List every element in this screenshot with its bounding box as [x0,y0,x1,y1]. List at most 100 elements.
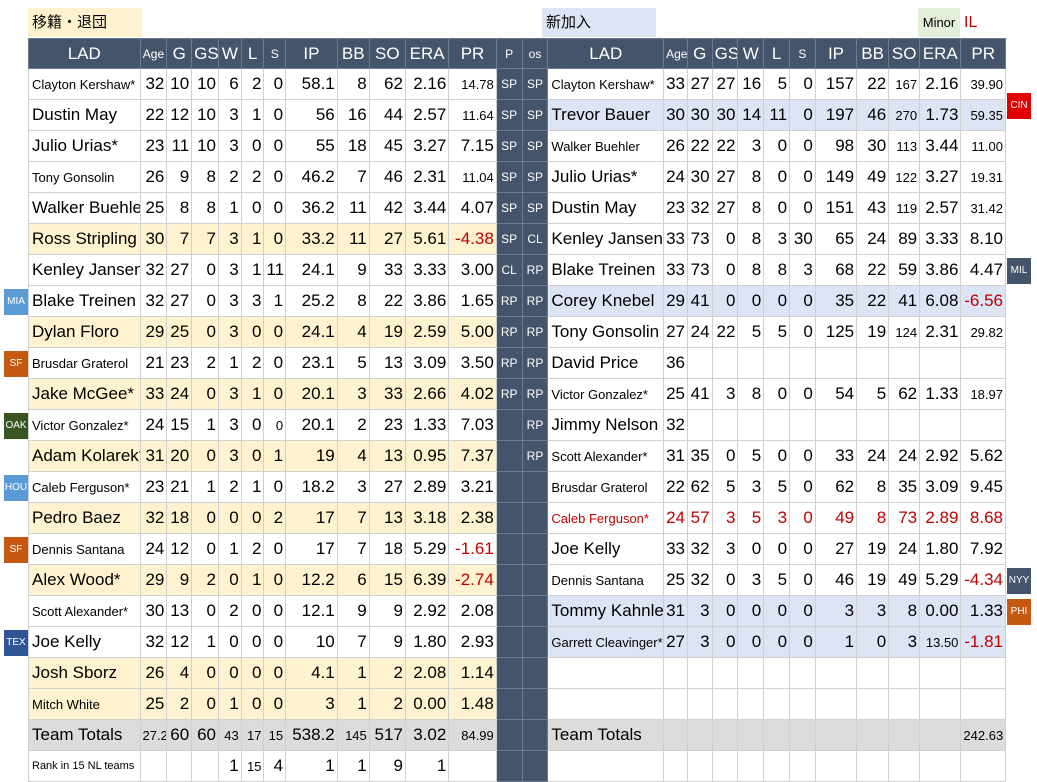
left-era: 5.29 [404,533,450,565]
right-gs: 27 [711,161,739,193]
right-g: 73 [686,223,713,255]
left-bb: 9 [336,254,370,286]
header-right-pr: PR [960,38,1006,69]
left-w: 3 [218,409,242,441]
left-era: 3.33 [404,254,450,286]
right-g [686,657,713,689]
left-l: 0 [240,657,265,689]
table-row: Caleb Ferguson* 23 21 1 2 1 0 18.2 3 27 2.89 3.21 Br… [28,471,1006,503]
left-so: 2 [368,688,406,720]
right-g: 35 [686,440,713,472]
left-w: 2 [218,595,242,627]
left-l: 0 [240,595,265,627]
right-bb: 30 [856,130,890,162]
left-era: 0.95 [404,440,450,472]
right-name: Blake Treinen [547,254,665,286]
right-pr: 9.45 [960,471,1006,503]
left-w: 3 [218,285,242,317]
left-age: 25 [139,688,168,720]
right-g: 24 [686,316,713,348]
right-era [919,688,962,720]
os-position-cell [521,657,549,689]
side-tag-oak-text: OAK [5,420,27,431]
position-cell [495,688,523,720]
right-w: 5 [737,502,765,534]
left-name: Mitch White [28,688,141,720]
position-cell: SP [495,223,523,255]
left-l: 1 [240,471,265,503]
right-g: 32 [686,533,713,565]
table-row: Adam Kolarek* 31 20 0 3 0 1 19 4 13 0.95 7.37 RP Scot… [28,440,1006,472]
right-s: 30 [789,223,816,255]
side-tag-phi-text: PHI [1010,606,1028,617]
right-name [547,688,665,720]
header-left-w: W [218,38,242,69]
right-gs: 27 [711,68,739,100]
left-ip: 20.1 [285,409,338,441]
side-tag-sf-text: SF [9,358,23,369]
left-g: 10 [166,68,193,100]
left-bb: 1 [336,688,370,720]
right-s: 0 [789,440,816,472]
left-age: 23 [139,130,168,162]
right-ip: 65 [814,223,858,255]
table-row: Julio Urias* 23 11 10 3 0 0 55 18 45 3.27 7.15 SP SP W… [28,130,1006,162]
right-s: 0 [789,68,816,100]
left-name: Josh Sborz [28,657,141,689]
left-s: 0 [263,657,287,689]
left-gs: 1 [191,626,219,658]
side-tag-phi: PHI [1007,599,1031,625]
right-age: 27 [663,316,688,348]
right-gs: 22 [711,130,739,162]
left-ip: 33.2 [285,223,338,255]
right-so: 167 [888,68,921,100]
right-age: 36 [663,347,688,379]
right-pr: 8.10 [960,223,1006,255]
right-w: 3 [737,564,765,596]
right-name [547,657,665,689]
totals-right-bb [856,719,890,751]
left-era: 3.18 [404,502,450,534]
header-left-gs: GS [191,38,219,69]
rank-left-w: 1 [218,750,242,782]
position-cell [495,595,523,627]
left-bb: 5 [336,347,370,379]
left-age: 30 [139,223,168,255]
right-bb [856,688,890,720]
header-right-l: L [763,38,791,69]
left-era: 3.09 [404,347,450,379]
rank-right-w [737,750,765,782]
position-cell: SP [495,161,523,193]
left-so: 13 [368,502,406,534]
right-so: 89 [888,223,921,255]
side-tag-mil: MIL [1007,258,1031,284]
os-position-cell: RP [521,409,549,441]
os-position-cell [521,564,549,596]
left-w: 3 [218,99,242,131]
left-s: 0 [263,626,287,658]
left-l: 0 [240,130,265,162]
rank-left-name: Rank in 15 NL teams [28,750,141,782]
right-l: 0 [763,192,791,224]
left-bb: 2 [336,409,370,441]
right-gs: 0 [711,223,739,255]
right-age: 25 [663,378,688,410]
table-row: Clayton Kershaw* 32 10 10 6 2 0 58.1 8 62 2.16 14.7… [28,68,1006,100]
left-w: 1 [218,688,242,720]
totals-right-age [663,719,688,751]
right-l: 0 [763,285,791,317]
right-bb: 22 [856,68,890,100]
right-pr [960,688,1006,720]
right-bb: 24 [856,440,890,472]
left-gs: 8 [191,192,219,224]
left-ip: 17 [285,502,338,534]
left-bb: 7 [336,626,370,658]
left-gs: 10 [191,130,219,162]
right-name: Tommy Kahnle [547,595,665,627]
right-ip: 27 [814,533,858,565]
right-ip: 33 [814,440,858,472]
os-position-cell [521,626,549,658]
right-age: 29 [663,285,688,317]
right-so: 8 [888,595,921,627]
right-pr: 8.68 [960,502,1006,534]
